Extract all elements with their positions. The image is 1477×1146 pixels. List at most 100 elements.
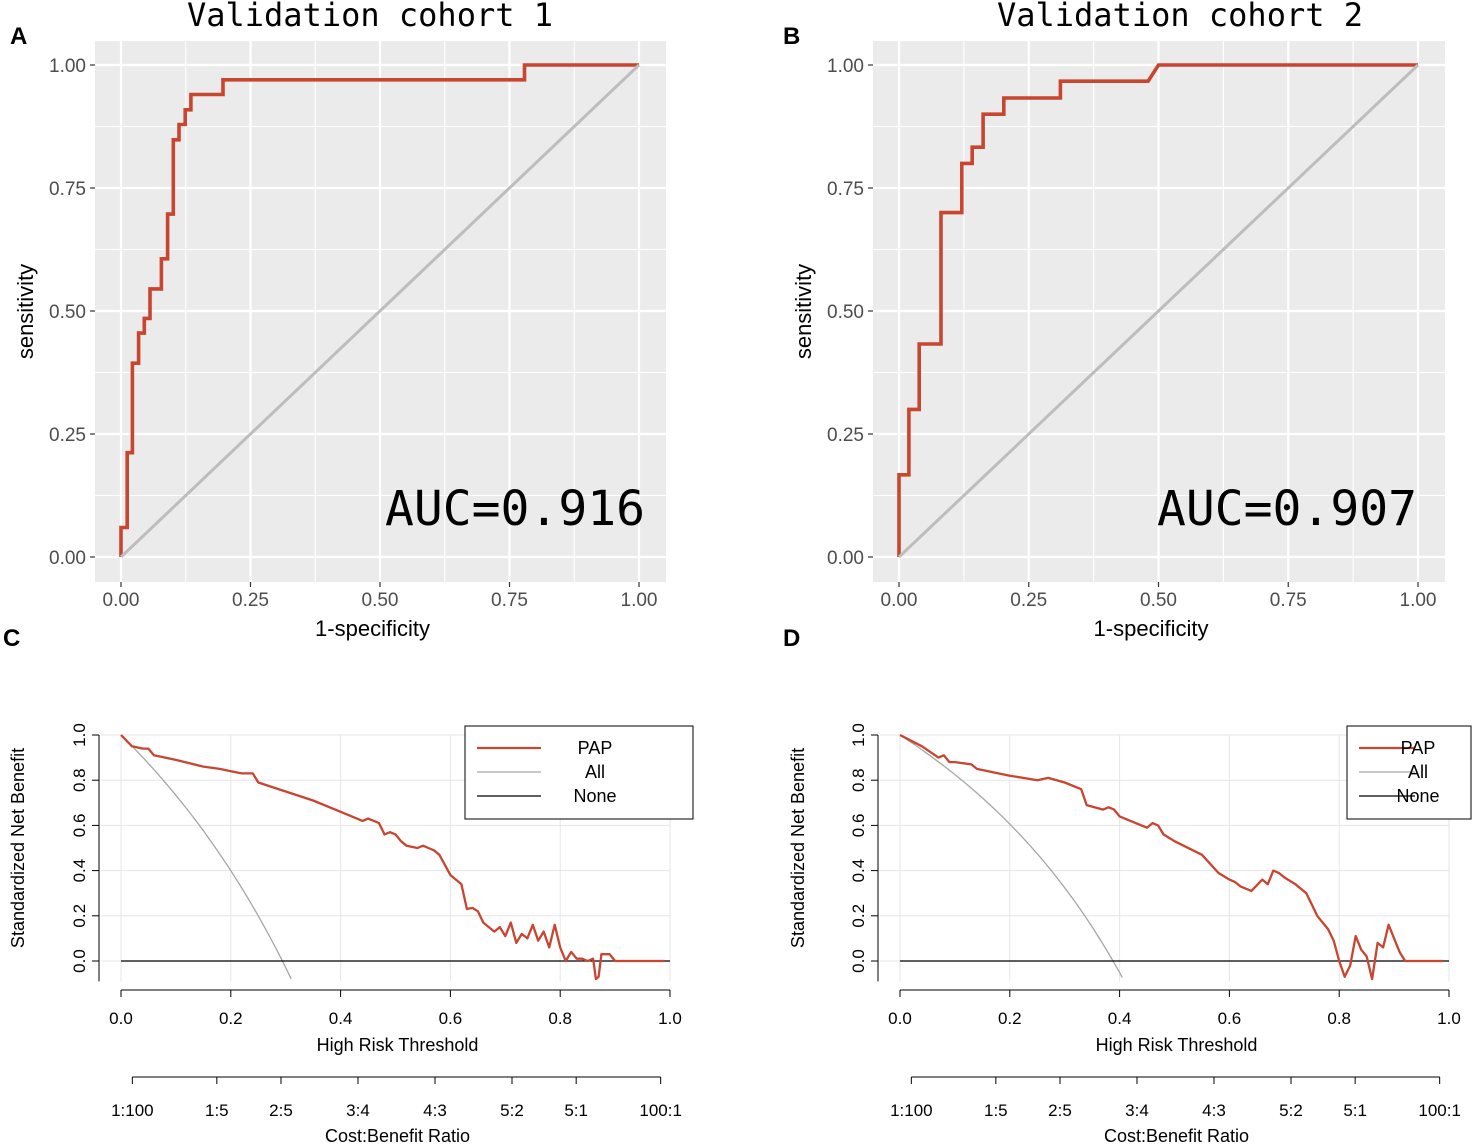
ratio-tick-label: 100:1 (639, 1101, 682, 1120)
y-tick-label: 0.4 (70, 859, 89, 883)
y-tick-label: 0.00 (827, 548, 864, 569)
legend: PAP All None (464, 725, 694, 820)
all-strategy-line (899, 734, 1123, 978)
pap-curve-line (120, 734, 665, 981)
roc-curve-line (119, 63, 639, 557)
y-axis-label: Standardized Net Benefit (8, 748, 28, 948)
ratio-tick-label: 4:3 (423, 1101, 447, 1120)
y-tick-label: 0.2 (70, 904, 89, 928)
ratio-tick-label: 3:4 (1125, 1101, 1149, 1120)
legend-label: PAP (1401, 738, 1436, 758)
ratio-axis-label: Cost:Benefit Ratio (325, 1126, 470, 1146)
x-tick-label: 0.4 (1108, 1009, 1132, 1028)
dca-panel-d: 0.0 0.2 0.4 0.6 0.8 1.0 Standardized Net Benef… (788, 723, 1472, 1146)
panel-letter-c: C (3, 625, 20, 652)
y-tick-label: 0.75 (827, 179, 864, 200)
y-tick-label: 0.8 (70, 768, 89, 792)
legend-label: None (573, 786, 616, 806)
x-tick-label: 0.2 (219, 1009, 243, 1028)
x-tick-label: 0.25 (232, 590, 269, 611)
ratio-tick-label: 100:1 (1418, 1101, 1461, 1120)
x-tick-label: 0.50 (1140, 590, 1177, 611)
y-tick-label: 1.00 (827, 56, 864, 77)
panel-letter-d: D (783, 625, 800, 652)
chart-title: Validation cohort 1 (187, 0, 553, 34)
ratio-tick-label: 3:4 (346, 1101, 370, 1120)
ratio-tick-label: 4:3 (1202, 1101, 1226, 1120)
dca-panel-c: 0.0 0.2 0.4 0.6 0.8 1.0 Standardized Net Benef… (8, 723, 694, 1146)
x-tick-label: 0.8 (548, 1009, 572, 1028)
y-tick-label: 0.25 (49, 425, 86, 446)
x-tick-label: 0.6 (439, 1009, 463, 1028)
x-axis-label: 1-specificity (315, 616, 430, 641)
x-tick-label: 0.0 (888, 1009, 912, 1028)
auc-annotation: AUC=0.907 (1157, 481, 1417, 537)
y-tick-label: 0.0 (70, 949, 89, 973)
x-axis-label: High Risk Threshold (1096, 1035, 1258, 1055)
legend-label: All (585, 762, 605, 782)
y-axis-label: sensitivity (791, 264, 816, 359)
x-tick-label: 0.50 (362, 590, 399, 611)
y-tick-label: 0.4 (849, 859, 868, 883)
x-tick-label: 0.75 (1270, 590, 1307, 611)
y-tick-label: 1.00 (49, 56, 86, 77)
axis-ticks: 0.00 0.25 0.50 0.75 1.00 0.00 0.25 0.50 0.75 1.00 (49, 56, 657, 611)
x-tick-label: 0.00 (103, 590, 140, 611)
y-axis-label: Standardized Net Benefit (788, 748, 808, 948)
x-tick-label: 1.00 (621, 590, 658, 611)
ratio-tick-label: 5:2 (1279, 1101, 1303, 1120)
legend: PAP All None (1346, 725, 1472, 820)
x-tick-label: 0.4 (329, 1009, 353, 1028)
y-tick-label: 0.6 (849, 814, 868, 838)
legend-label: PAP (578, 738, 613, 758)
ratio-tick-label: 5:1 (1343, 1101, 1367, 1120)
y-tick-label: 0.25 (827, 425, 864, 446)
y-tick-label: 0.50 (827, 302, 864, 323)
auc-annotation: AUC=0.916 (385, 481, 645, 537)
ratio-tick-label: 2:5 (1048, 1101, 1072, 1120)
roc-curve-line (897, 63, 1418, 557)
y-tick-label: 0.8 (849, 768, 868, 792)
panel-letter-a: A (10, 23, 27, 50)
x-axis-label: 1-specificity (1094, 616, 1209, 641)
x-tick-label: 0.6 (1218, 1009, 1242, 1028)
legend-label: All (1408, 762, 1428, 782)
ratio-tick-label: 1:100 (111, 1101, 154, 1120)
ratio-tick-label: 5:1 (564, 1101, 588, 1120)
reference-diagonal-line (119, 63, 641, 559)
x-tick-label: 0.0 (109, 1009, 133, 1028)
x-tick-label: 0.2 (998, 1009, 1022, 1028)
x-tick-label: 0.00 (881, 590, 918, 611)
x-tick-label: 1.0 (658, 1009, 682, 1028)
roc-panel-a: Validation cohort 10.00 0.25 0.50 0.75 1.000… (13, 0, 666, 641)
x-tick-label: 0.25 (1010, 590, 1047, 611)
legend-label: None (1396, 786, 1439, 806)
x-tick-label: 0.75 (491, 590, 528, 611)
y-tick-label: 0.0 (849, 949, 868, 973)
axis-ticks: 0.00 0.25 0.50 0.75 1.00 0.00 0.25 0.50 0.75 1.00 (827, 56, 1436, 611)
x-tick-label: 1.00 (1400, 590, 1437, 611)
y-tick-label: 1.0 (70, 723, 89, 747)
ratio-axis-label: Cost:Benefit Ratio (1104, 1126, 1249, 1146)
ratio-tick-label: 2:5 (269, 1101, 293, 1120)
chart-title: Validation cohort 2 (997, 0, 1363, 34)
y-tick-label: 0.50 (49, 302, 86, 323)
reference-diagonal-line (897, 63, 1420, 559)
y-tick-label: 0.2 (849, 904, 868, 928)
ratio-tick-label: 1:5 (984, 1101, 1008, 1120)
x-tick-label: 0.8 (1327, 1009, 1351, 1028)
ratio-tick-label: 5:2 (500, 1101, 524, 1120)
x-tick-label: 1.0 (1437, 1009, 1461, 1028)
y-tick-label: 0.6 (70, 814, 89, 838)
pap-curve-line (899, 733, 1444, 981)
ratio-tick-label: 1:5 (205, 1101, 229, 1120)
x-axis-label: High Risk Threshold (317, 1035, 479, 1055)
panel-letter-b: B (783, 23, 800, 50)
y-axis-label: sensitivity (13, 264, 38, 359)
roc-panel-b: Validation cohort 20.00 0.25 0.50 0.75 1.000… (791, 0, 1445, 641)
all-strategy-line (120, 734, 292, 980)
y-tick-label: 0.00 (49, 548, 86, 569)
ratio-tick-label: 1:100 (890, 1101, 933, 1120)
y-tick-label: 0.75 (49, 179, 86, 200)
